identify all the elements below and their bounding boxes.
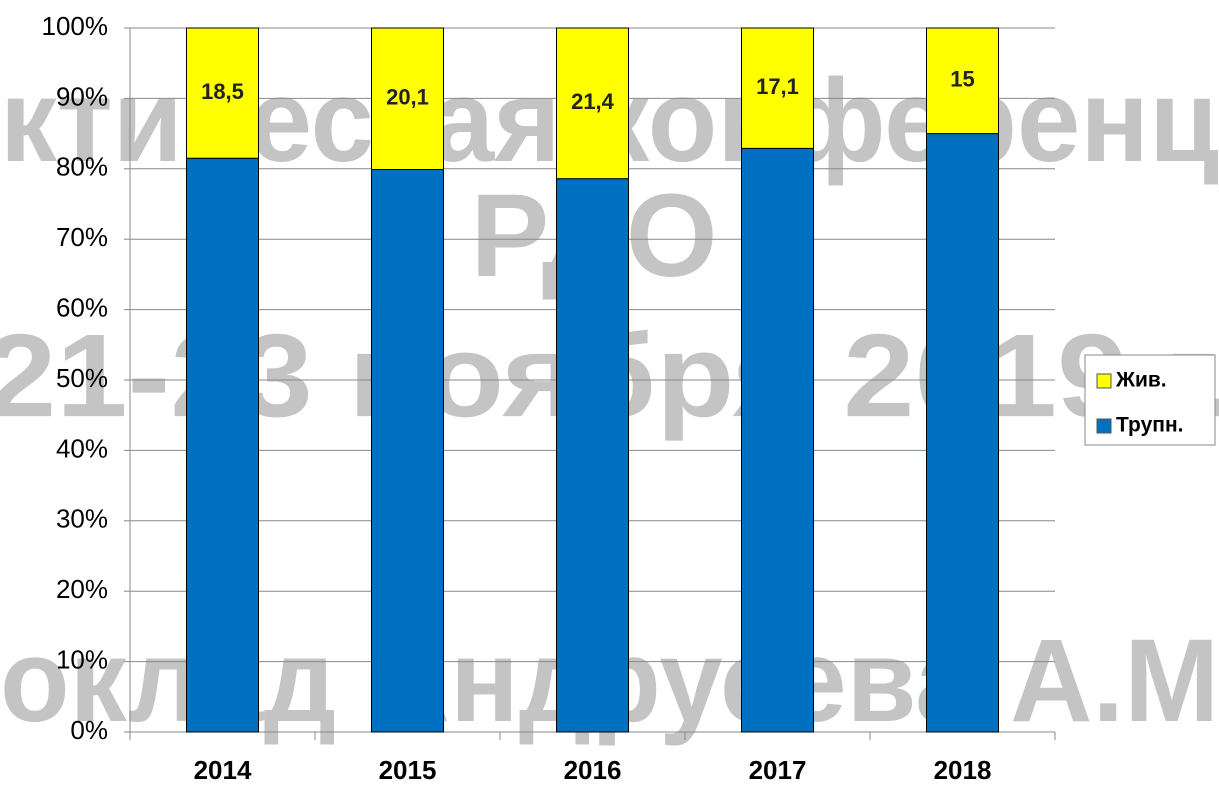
y-tick-label: 70% xyxy=(56,222,108,252)
data-label: 21,4 xyxy=(571,89,615,114)
bar-segment xyxy=(186,27,259,159)
legend-swatch xyxy=(1096,373,1112,389)
y-tick-label: 50% xyxy=(56,363,108,393)
bar-segment xyxy=(556,27,629,180)
bar-segment xyxy=(926,133,999,733)
legend-swatch xyxy=(1096,418,1112,434)
y-tick-label: 40% xyxy=(56,433,108,463)
y-tick-label: 10% xyxy=(56,644,108,674)
data-label: 15 xyxy=(950,67,974,92)
x-tick-label: 2016 xyxy=(564,755,622,785)
x-tick-label: 2015 xyxy=(379,755,437,785)
bar-segment xyxy=(371,169,444,733)
y-tick-label: 90% xyxy=(56,81,108,111)
legend-label: Трупн. xyxy=(1116,414,1183,437)
legend-label: Жив. xyxy=(1115,369,1167,392)
bar-segment xyxy=(926,27,999,135)
x-tick-label: 2018 xyxy=(934,755,992,785)
y-tick-label: 0% xyxy=(70,715,108,745)
bar-segment xyxy=(556,178,629,733)
y-tick-label: 80% xyxy=(56,152,108,182)
bar-segment xyxy=(371,27,444,171)
y-tick-label: 60% xyxy=(56,292,108,322)
bar-segment xyxy=(741,27,814,149)
y-tick-label: 30% xyxy=(56,504,108,534)
y-tick-label: 20% xyxy=(56,574,108,604)
data-label: 20,1 xyxy=(386,85,429,110)
bar-segment xyxy=(741,147,814,733)
data-label: 18,5 xyxy=(201,79,244,104)
data-label: 17,1 xyxy=(756,74,799,99)
bar-segment xyxy=(186,157,259,733)
x-tick-label: 2017 xyxy=(749,755,807,785)
y-tick-label: 100% xyxy=(42,11,109,41)
x-tick-label: 2014 xyxy=(194,755,252,785)
